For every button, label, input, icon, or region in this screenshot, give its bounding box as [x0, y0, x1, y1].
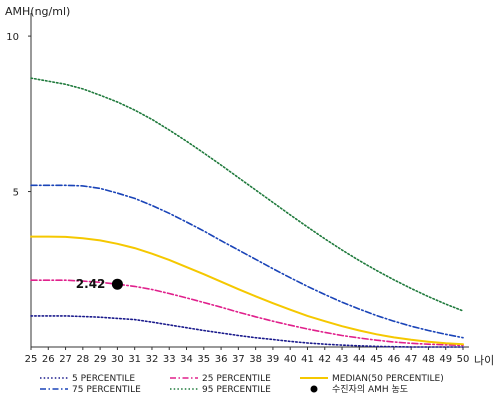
x-axis-title: 나이 — [474, 354, 494, 367]
series-line-95-percentile — [30, 77, 464, 312]
x-tick-label: 32 — [146, 354, 159, 365]
y-axis-title: AMH(ng/ml) — [5, 5, 70, 18]
series-line-5-percentile — [30, 315, 464, 348]
x-tick-label: 28 — [76, 354, 89, 365]
legend-label-25-percentile: 25 PERCENTILE — [202, 374, 271, 384]
y-tick-label: 10 — [6, 32, 19, 43]
legend: 5 PERCENTILE 25 PERCENTILE MEDIAN(50 PERCE… — [40, 374, 444, 395]
x-tick-label: 34 — [180, 354, 193, 365]
x-tick-label: 45 — [370, 354, 383, 365]
x-tick-label: 31 — [128, 354, 141, 365]
y-tick-label: 5 — [13, 188, 19, 199]
series-line-25-percentile — [30, 279, 464, 347]
series-line-75-percentile — [30, 184, 464, 339]
patient-amh-marker — [111, 278, 123, 290]
x-tick-label: 29 — [94, 354, 107, 365]
x-tick-label: 44 — [353, 354, 366, 365]
marker-layer: 2.42 — [76, 277, 123, 291]
x-tick-label: 27 — [59, 354, 72, 365]
x-tick-label: 50 — [457, 354, 470, 365]
x-tick-label: 38 — [249, 354, 262, 365]
x-tick-label: 43 — [336, 354, 349, 365]
x-tick-label: 39 — [267, 354, 280, 365]
legend-label-median-50-percentile: MEDIAN(50 PERCENTILE) — [332, 374, 444, 384]
series-line-median-50-percentile — [30, 235, 464, 346]
x-tick-label: 49 — [439, 354, 452, 365]
legend-label-5-percentile: 5 PERCENTILE — [72, 374, 135, 384]
x-tick-label: 47 — [405, 354, 418, 365]
series-layer — [30, 77, 464, 348]
patient-amh-value: 2.42 — [76, 277, 106, 291]
x-tick-label: 33 — [163, 354, 176, 365]
x-tick-label: 30 — [111, 354, 124, 365]
chart-axes: 5 10 25 26 27 28 29 30 31 32 33 34 35 36 37 38 39 40 41 42 4… — [5, 5, 494, 367]
x-tick-label: 26 — [42, 354, 55, 365]
x-tick-label: 36 — [215, 354, 228, 365]
x-tick-label: 46 — [388, 354, 401, 365]
legend-marker-swatch — [310, 385, 318, 393]
x-tick-label: 25 — [25, 354, 38, 365]
x-tick-label: 41 — [301, 354, 314, 365]
x-tick-label: 48 — [422, 354, 435, 365]
legend-label-patient-amh: 수진자의 AMH 농도 — [332, 384, 408, 395]
x-tick-label: 40 — [284, 354, 297, 365]
legend-label-95-percentile: 95 PERCENTILE — [202, 385, 271, 395]
legend-label-75-percentile: 75 PERCENTILE — [72, 385, 141, 395]
x-tick-label: 35 — [197, 354, 210, 365]
x-tick-label: 42 — [318, 354, 331, 365]
x-tick-label: 37 — [232, 354, 245, 365]
